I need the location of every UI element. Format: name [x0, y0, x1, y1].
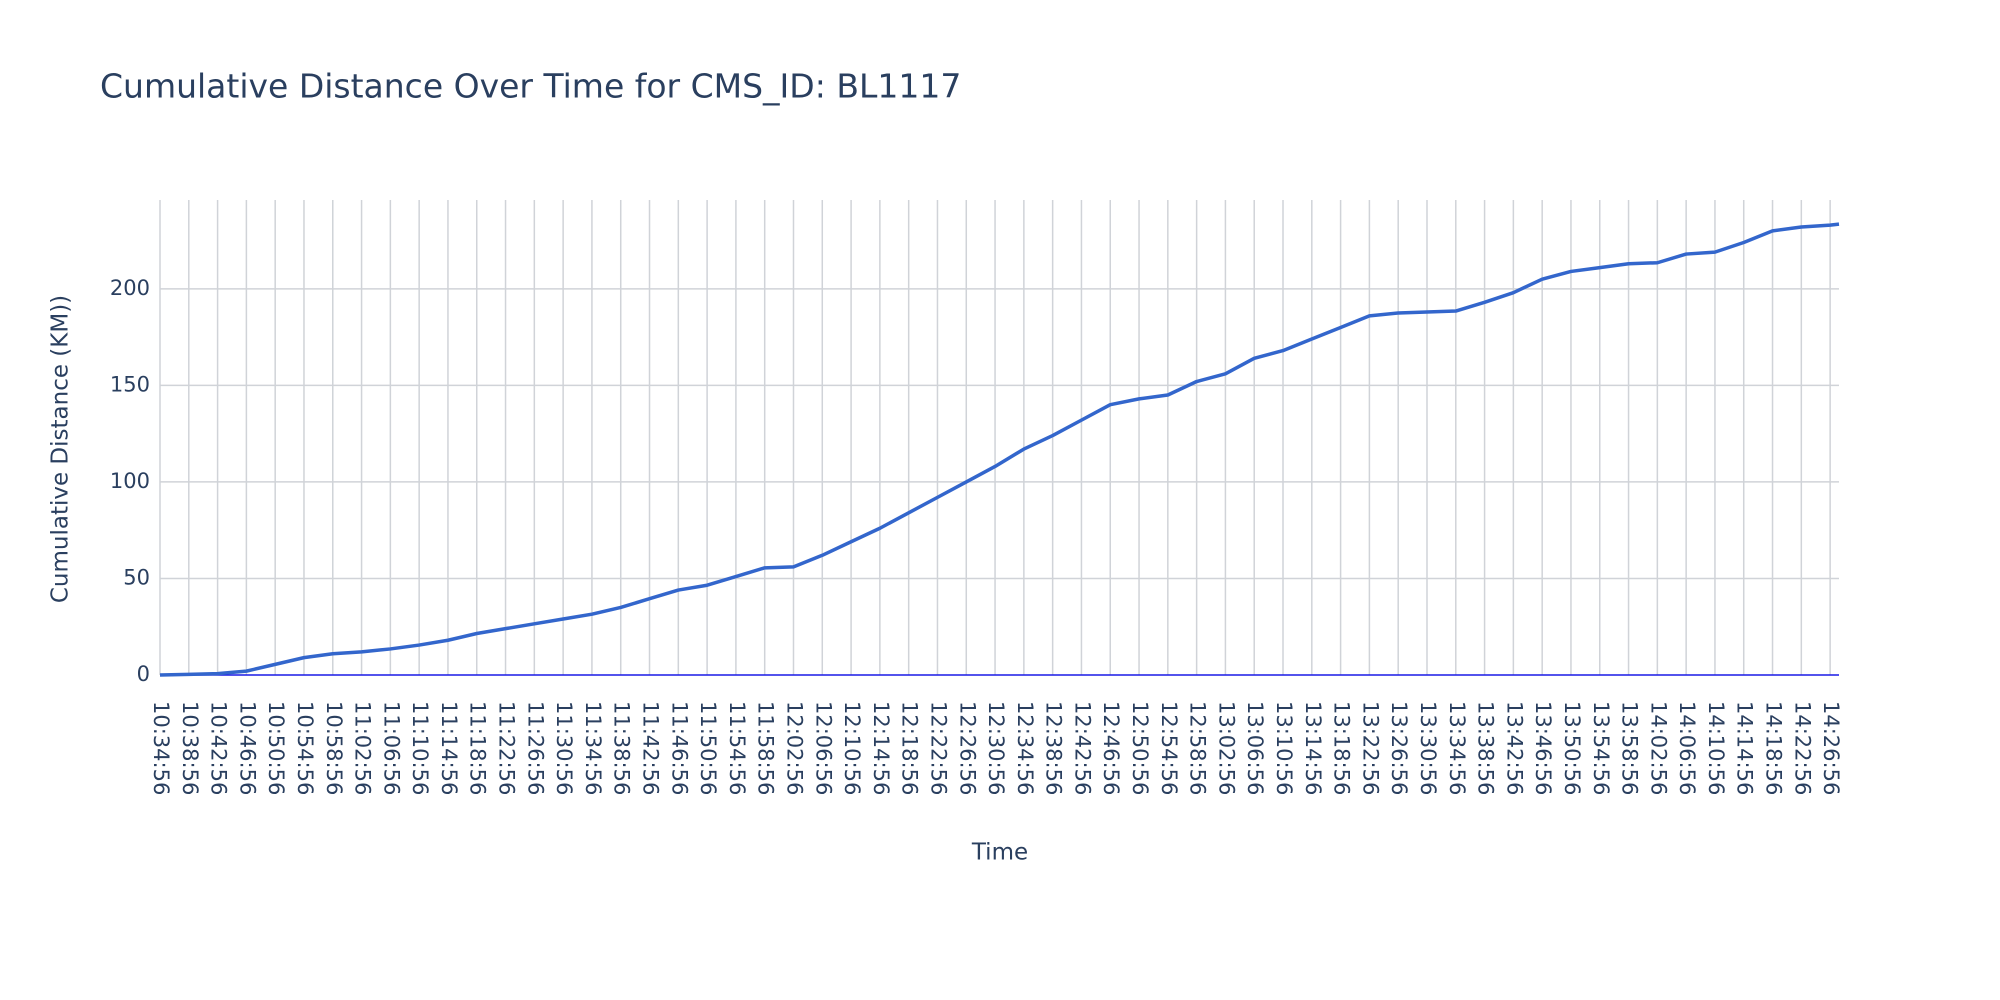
x-tick-label: 13:34:56 [1445, 701, 1469, 795]
x-tick-label: 14:10:56 [1704, 701, 1728, 795]
x-tick-label: 12:34:56 [1013, 701, 1037, 795]
x-tick-label: 12:10:56 [840, 701, 864, 795]
x-tick-label: 10:34:56 [149, 701, 173, 795]
x-tick-label: 13:38:56 [1474, 701, 1498, 795]
x-tick-label: 11:42:56 [639, 701, 663, 795]
x-tick-label: 10:46:56 [235, 701, 259, 795]
chart-title: Cumulative Distance Over Time for CMS_ID… [100, 67, 961, 106]
x-tick-label: 13:26:56 [1387, 701, 1411, 795]
x-tick-label: 13:46:56 [1531, 701, 1555, 795]
x-tick-label: 11:54:56 [725, 701, 749, 795]
x-tick-label: 12:54:56 [1157, 701, 1181, 795]
y-tick-label: 200 [110, 276, 150, 300]
x-tick-label: 13:30:56 [1416, 701, 1440, 795]
x-tick-label: 12:58:56 [1186, 701, 1210, 795]
y-tick-label: 100 [110, 469, 150, 493]
y-tick-label: 150 [110, 372, 150, 396]
x-tick-label: 12:14:56 [869, 701, 893, 795]
x-tick-label: 11:34:56 [581, 701, 605, 795]
x-tick-label: 11:30:56 [552, 701, 576, 795]
x-tick-label: 10:54:56 [293, 701, 317, 795]
x-tick-label: 13:58:56 [1618, 701, 1642, 795]
x-tick-label: 11:10:56 [408, 701, 432, 795]
data-line [159, 222, 1840, 677]
x-tick-label: 10:38:56 [178, 701, 202, 795]
y-tick-label: 50 [123, 565, 150, 589]
x-tick-label: 11:50:56 [696, 701, 720, 795]
x-tick-label: 13:42:56 [1502, 701, 1526, 795]
x-tick-label: 10:42:56 [207, 701, 231, 795]
x-tick-label: 10:58:56 [322, 701, 346, 795]
x-tick-label: 12:46:56 [1099, 701, 1123, 795]
x-tick-label: 12:42:56 [1070, 701, 1094, 795]
x-tick-label: 12:06:56 [811, 701, 835, 795]
x-tick-label: 14:06:56 [1675, 701, 1699, 795]
x-tick-label: 13:18:56 [1330, 701, 1354, 795]
x-tick-label: 12:50:56 [1128, 701, 1152, 795]
x-tick-label: 11:22:56 [495, 701, 519, 795]
x-tick-label: 13:10:56 [1272, 701, 1296, 795]
x-tick-label: 11:02:56 [351, 701, 375, 795]
x-tick-label: 13:54:56 [1589, 701, 1613, 795]
x-axis-title: Time [971, 840, 1028, 866]
x-tick-label: 14:02:56 [1646, 701, 1670, 795]
x-tick-label: 11:06:56 [379, 701, 403, 795]
x-tick-label: 12:30:56 [984, 701, 1008, 795]
x-tick-label: 14:18:56 [1762, 701, 1786, 795]
x-tick-label: 13:06:56 [1243, 701, 1267, 795]
x-tick-label: 11:58:56 [754, 701, 778, 795]
x-tick-label: 13:22:56 [1358, 701, 1382, 795]
x-tick-label: 14:14:56 [1733, 701, 1757, 795]
x-tick-label: 12:22:56 [926, 701, 950, 795]
x-tick-label: 13:14:56 [1301, 701, 1325, 795]
x-tick-label: 14:22:56 [1790, 701, 1814, 795]
x-tick-label: 11:14:56 [437, 701, 461, 795]
y-axis-title: Cumulative Distance (KM)) [48, 295, 74, 603]
x-tick-label: 10:50:56 [264, 701, 288, 795]
x-tick-label: 11:38:56 [610, 701, 634, 795]
plot-area: 10:34:56 10:38:56 10:42:56 10:46:56 10:50:56… [110, 200, 1843, 795]
x-tick-label: 12:26:56 [955, 701, 979, 795]
x-tick-label: 11:46:56 [667, 701, 691, 795]
x-tick-label: 13:50:56 [1560, 701, 1584, 795]
x-tick-label: 12:02:56 [782, 701, 806, 795]
x-tick-label: 12:18:56 [898, 701, 922, 795]
x-tick-label: 11:18:56 [466, 701, 490, 795]
x-tick-label: 11:26:56 [523, 701, 547, 795]
x-tick-label: 12:38:56 [1042, 701, 1066, 795]
x-tick-label: 13:02:56 [1214, 701, 1238, 795]
x-tick-label: 14:26:56 [1819, 701, 1843, 795]
y-tick-label: 0 [137, 662, 150, 686]
